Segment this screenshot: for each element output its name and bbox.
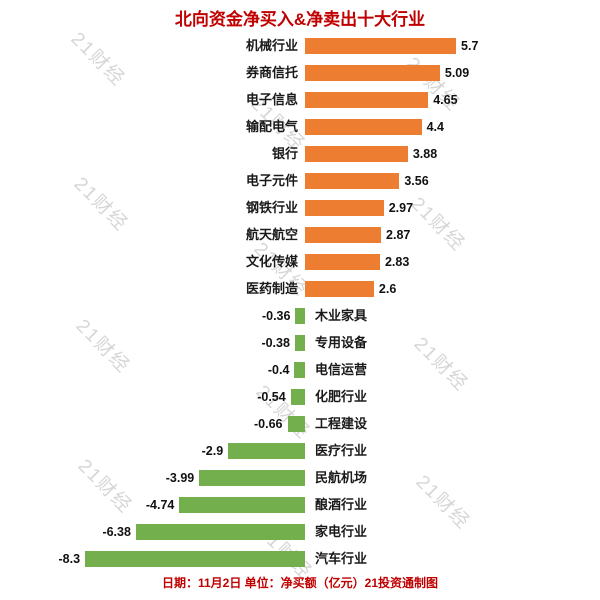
value-label: 3.88 [412,147,438,161]
net-buy-bar [305,92,429,108]
category-label: 钢铁行业 [245,200,298,215]
net-sell-bar [295,308,305,324]
category-label: 专用设备 [315,335,368,350]
value-label: -3.99 [165,471,195,485]
category-label: 医药制造 [245,281,298,296]
value-label: 2.6 [378,282,397,296]
value-label: 2.87 [386,228,411,242]
category-label: 工程建设 [315,416,368,431]
net-sell-bar [294,362,305,378]
net-sell-bar [228,443,305,459]
bar-row: 券商信托 5.09 [0,65,600,81]
bar-row: 化肥行业 -0.54 [0,389,600,405]
net-sell-bar [179,497,305,513]
bar-row: 文化传媒 2.83 [0,254,600,270]
value-label: -0.54 [257,390,286,404]
net-buy-bar [305,200,384,216]
value-label: 5.7 [461,39,479,53]
category-label: 木业家具 [315,308,368,323]
value-label: -6.38 [102,525,131,539]
bar-row: 专用设备 -0.38 [0,335,600,351]
net-buy-bar [305,254,380,270]
value-label: -0.38 [261,336,290,350]
value-label: 2.97 [388,201,414,215]
net-buy-bar [305,146,408,162]
net-buy-bar [305,119,422,135]
value-label: -8.3 [58,552,81,566]
net-sell-bar [294,335,305,351]
category-label: 医疗行业 [315,443,368,458]
net-sell-bar [135,524,305,540]
category-label: 酿酒行业 [315,497,368,512]
category-label: 化肥行业 [315,389,368,404]
bar-row: 汽车行业 -8.3 [0,551,600,567]
net-sell-bar [199,470,305,486]
bar-row: 输配电气 4.4 [0,119,600,135]
value-label: 2.83 [384,255,410,269]
value-label: 4.65 [433,93,458,107]
category-label: 机械行业 [245,38,298,53]
category-label: 汽车行业 [315,551,368,566]
net-buy-bar [305,227,382,243]
bar-row: 机械行业 5.7 [0,38,600,54]
bar-row: 钢铁行业 2.97 [0,200,600,216]
net-buy-bar [305,38,457,54]
chart-title: 北向资金净买入&净卖出十大行业 [174,10,426,29]
value-label: 5.09 [444,66,470,80]
bar-row: 医疗行业 -2.9 [0,443,600,459]
category-label: 银行 [271,146,298,161]
bar-row: 银行 3.88 [0,146,600,162]
value-label: -0.66 [254,417,283,431]
net-buy-bar [305,281,374,297]
net-buy-bar [305,173,400,189]
chart-footer: 日期：11月2日 单位：净买额（亿元）21投资通制图 [161,576,439,590]
category-label: 航天航空 [245,227,298,242]
bar-row: 木业家具 -0.36 [0,308,600,324]
net-sell-bar [287,416,305,432]
value-label: -4.74 [145,498,175,512]
category-label: 券商信托 [245,65,298,80]
net-buy-bar [305,65,440,81]
value-label: 4.4 [426,120,444,134]
value-label: 3.56 [404,174,429,188]
bar-row: 航天航空 2.87 [0,227,600,243]
net-sell-bar [85,551,305,567]
value-label: -0.4 [267,363,290,377]
category-label: 电子元件 [245,173,298,188]
category-label: 民航机场 [315,470,368,485]
bar-row: 电信运营 -0.4 [0,362,600,378]
bar-row: 电子元件 3.56 [0,173,600,189]
net-sell-bar [290,389,305,405]
bar-row: 工程建设 -0.66 [0,416,600,432]
category-label: 家电行业 [315,524,368,539]
bar-row: 电子信息 4.65 [0,92,600,108]
category-label: 输配电气 [245,119,298,134]
category-label: 文化传媒 [245,254,298,269]
bar-row: 家电行业 -6.38 [0,524,600,540]
category-label: 电子信息 [245,92,298,107]
bar-row: 酿酒行业 -4.74 [0,497,600,513]
value-label: -0.36 [261,309,291,323]
value-label: -2.9 [201,444,224,458]
bar-row: 医药制造 2.6 [0,281,600,297]
category-label: 电信运营 [315,362,368,377]
bar-row: 民航机场 -3.99 [0,470,600,486]
